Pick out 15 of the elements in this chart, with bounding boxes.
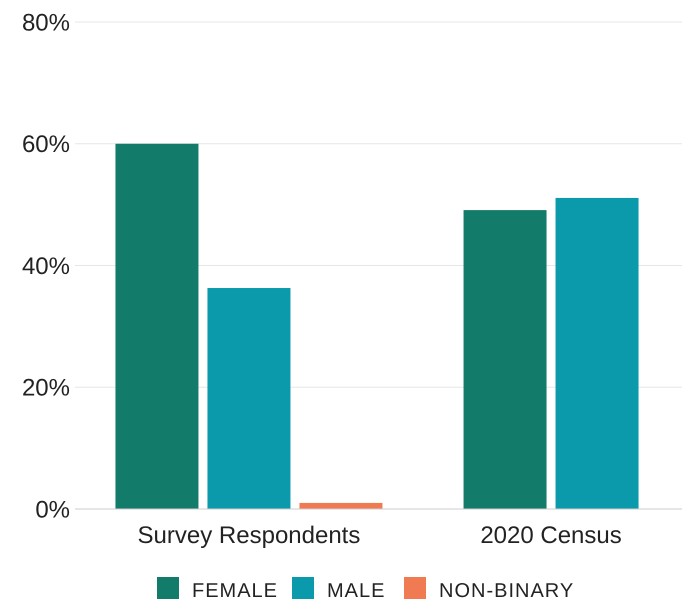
y-tick-label: 60%	[22, 131, 70, 158]
bar	[556, 198, 639, 509]
legend-label: MALE	[327, 580, 386, 602]
y-tick-label: 80%	[22, 9, 70, 36]
y-tick-label: 0%	[35, 496, 70, 524]
x-tick-label: 2020 Census	[480, 522, 622, 549]
bar	[115, 144, 198, 509]
x-tick-label: Survey Respondents	[138, 522, 360, 549]
bar	[207, 288, 290, 509]
legend-label: NON-BINARY	[439, 580, 574, 602]
legend-label: FEMALE	[192, 580, 278, 602]
bar	[299, 502, 382, 509]
y-tick-label: 20%	[22, 374, 70, 402]
y-tick-label: 40%	[22, 252, 70, 280]
bar	[464, 210, 547, 509]
